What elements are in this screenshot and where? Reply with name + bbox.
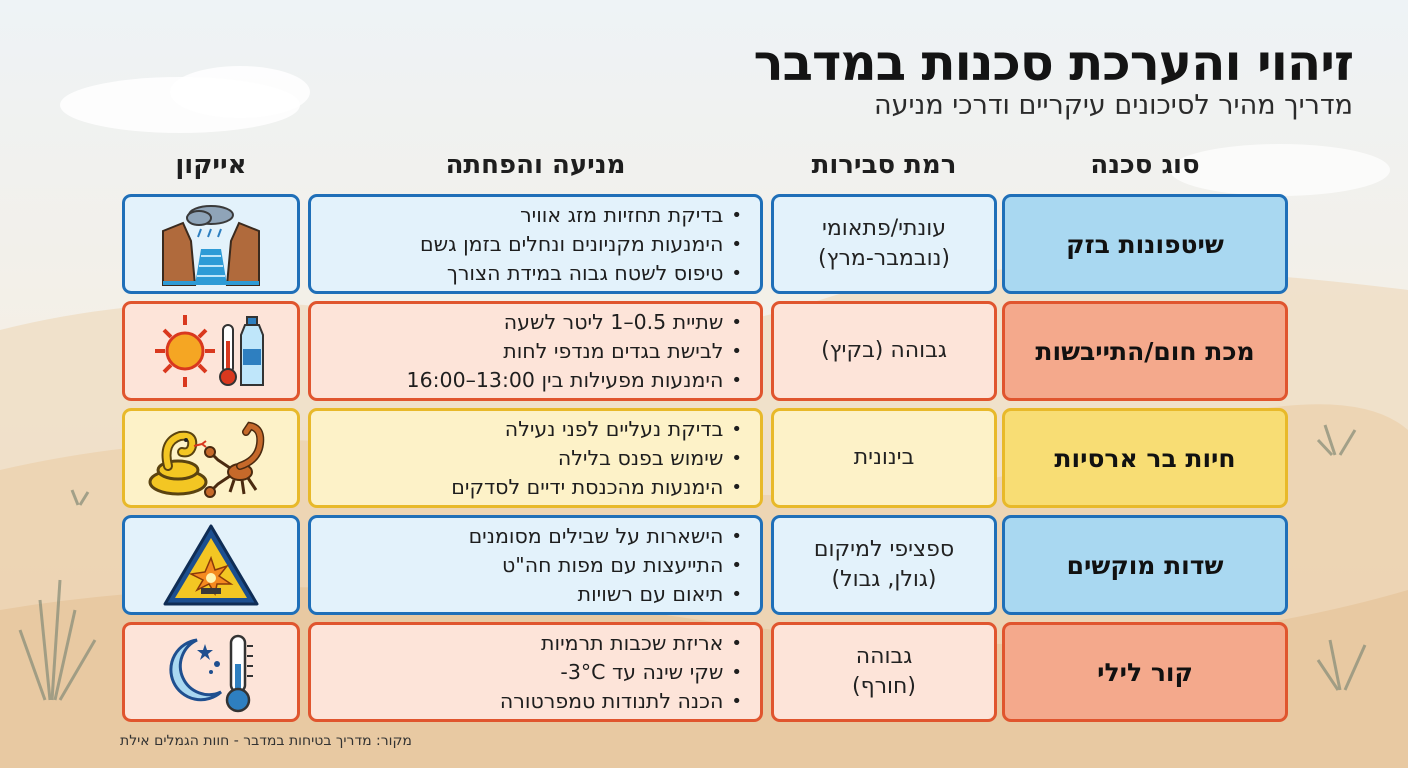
table-row-prevention: • אריזת שכבות תרמיות • שקי שינה עד 3°C- • ה…: [308, 622, 763, 722]
hazard-type: שדות מוקשים: [1066, 550, 1224, 580]
probability-line: ספציפי למיקום: [813, 537, 955, 562]
table-row-type: שיטפונות בזק: [1002, 194, 1288, 294]
table-row-probability: ספציפי למיקום (גולן, גבול): [771, 515, 997, 615]
prevention-list: • בדיקת תחזיות מזג אוויר • הימנעות מקניוני…: [420, 201, 742, 288]
list-item: • תיאום עם רשויות: [577, 581, 742, 606]
list-item: • שקי שינה עד 3°C-: [560, 659, 742, 684]
table-row-prevention: • בדיקת תחזיות מזג אוויר • הימנעות מקניוני…: [308, 194, 763, 294]
list-item: • הכנה לתנודות טמפרטורה: [499, 688, 742, 713]
table-row-type: קור לילי: [1002, 622, 1288, 722]
list-item: • לבישת בגדים מנדפי לחות: [503, 338, 742, 363]
probability-line: (חורף): [851, 674, 917, 699]
table-row-probability: גבוהה (בקיץ): [771, 301, 997, 401]
column-header-probability: רמת סבירות: [811, 150, 957, 180]
probability-line: (נובמבר-מרץ): [818, 246, 950, 271]
table-row-prevention: • בדיקת נעליים לפני נעילה • שימוש בפנס בלי…: [308, 408, 763, 508]
list-item: • שימוש בפנס בלילה: [557, 445, 742, 470]
list-item: • בדיקת נעליים לפני נעילה: [504, 416, 742, 441]
table-row-icon: [122, 515, 300, 615]
table-row-icon: [122, 408, 300, 508]
column-header-type: סוג סכנה: [1090, 150, 1200, 180]
prevention-list: • אריזת שכבות תרמיות • שקי שינה עד 3°C- • ה…: [500, 629, 742, 716]
column-header-icon: אייקון: [175, 150, 247, 180]
explosion-warning-icon: [163, 524, 259, 606]
list-item: • הימנעות מפעילות בין 13:00–16:00: [406, 367, 742, 392]
moon-thermometer-icon: [169, 634, 253, 713]
table-row-probability: עונתי/פתאומי (נובמבר-מרץ): [771, 194, 997, 294]
table-row-prevention: • הישארות על שבילים מסומנים • התייעצות עם …: [308, 515, 763, 615]
probability-line: (גולן, גבול): [831, 567, 937, 592]
probability-line: גבוהה (בקיץ): [821, 338, 947, 363]
table-row-type: שדות מוקשים: [1002, 515, 1288, 615]
table-row-prevention: • שתיית 0.5–1 ליטר לשעה • לבישת בגדים מנדפ…: [308, 301, 763, 401]
sun-thermometer-bottle-icon: [155, 315, 264, 387]
list-item: • הימנעות מהכנסת ידיים לסדקים: [451, 474, 742, 499]
hazard-type: שיטפונות בזק: [1066, 229, 1224, 259]
list-item: • בדיקת תחזיות מזג אוויר: [520, 202, 742, 227]
flood-canyon-icon: [162, 205, 260, 286]
table-row-icon: [122, 194, 300, 294]
list-item: • אריזת שכבות תרמיות: [541, 630, 742, 655]
probability-line: גבוהה: [855, 644, 913, 669]
source-note: מקור: מדריך בטיחות במדבר - חוות הגמלים א…: [120, 733, 412, 749]
probability-line: עונתי/פתאומי: [821, 216, 947, 241]
list-item: • שתיית 0.5–1 ליטר לשעה: [503, 309, 742, 334]
list-item: • טיפוס לשטח גבוה במידת הצורך: [446, 260, 742, 285]
column-header-prevention: מניעה והפחתה: [445, 150, 626, 180]
table-row-probability: בינונית: [771, 408, 997, 508]
page-subtitle: מדריך מהיר לסיכונים עיקריים ודרכי מניעה: [873, 90, 1353, 121]
hazard-type: קור לילי: [1097, 657, 1193, 687]
table-row-type: חיות בר ארסיות: [1002, 408, 1288, 508]
table-row-probability: גבוהה (חורף): [771, 622, 997, 722]
prevention-list: • שתיית 0.5–1 ליטר לשעה • לבישת בגדים מנדפ…: [407, 308, 742, 395]
prevention-list: • הישארות על שבילים מסומנים • התייעצות עם …: [469, 522, 742, 609]
list-item: • הימנעות מקניונים ונחלים בזמן גשם: [420, 231, 742, 256]
probability-line: בינונית: [853, 445, 915, 470]
prevention-list: • בדיקת נעליים לפני נעילה • שימוש בפנס בלי…: [451, 415, 742, 502]
hazard-type: חיות בר ארסיות: [1054, 443, 1236, 473]
page-title: זיהוי והערכת סכנות במדבר: [753, 34, 1354, 92]
list-item: • התייעצות עם מפות חה"ט: [502, 552, 742, 577]
table-row-type: מכת חום/התייבשות: [1002, 301, 1288, 401]
hazard-type: מכת חום/התייבשות: [1035, 336, 1255, 366]
table-row-icon: [122, 301, 300, 401]
table-row-icon: [122, 622, 300, 722]
list-item: • הישארות על שבילים מסומנים: [468, 523, 742, 548]
snake-scorpion-icon: [148, 421, 265, 498]
